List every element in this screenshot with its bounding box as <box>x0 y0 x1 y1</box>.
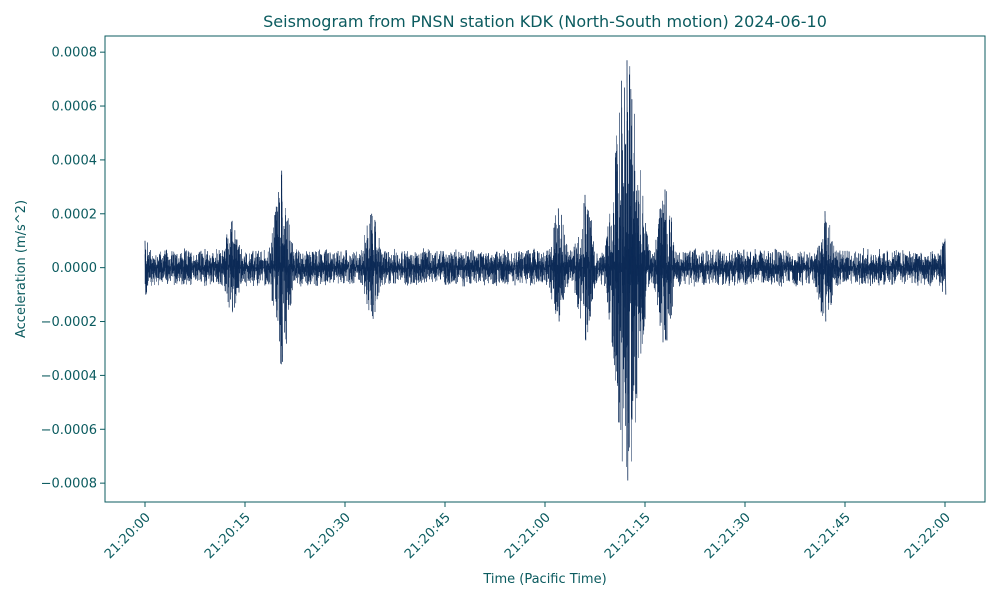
seismogram-peak <box>371 213 373 317</box>
seismogram-trace <box>144 60 947 481</box>
seismogram-peak <box>281 170 283 362</box>
y-tick-label: −0.0002 <box>41 315 97 330</box>
x-tick-label: 21:20:30 <box>302 510 354 562</box>
x-tick-label: 21:20:15 <box>202 510 254 562</box>
x-tick-label: 21:22:00 <box>902 510 954 562</box>
y-tick-label: 0.0006 <box>52 100 98 115</box>
y-tick-label: −0.0006 <box>41 423 97 438</box>
y-tick-label: 0.0008 <box>52 46 98 61</box>
seismogram-peak <box>231 221 233 311</box>
y-tick-label: −0.0004 <box>41 369 97 384</box>
y-tick-label: 0.0000 <box>52 261 98 276</box>
x-tick-label: 21:20:45 <box>402 510 454 562</box>
y-tick-label: 0.0002 <box>52 207 98 222</box>
y-axis: 0.0008 0.0006 0.0004 0.0002 0.0000 −0.0002 −0.… <box>41 46 105 492</box>
x-tick-label: 21:21:15 <box>602 510 654 562</box>
x-tick-label: 21:20:00 <box>102 510 154 562</box>
seismogram-series-line <box>144 66 946 467</box>
x-tick-label: 21:21:30 <box>702 510 754 562</box>
seismogram-peak <box>664 189 667 341</box>
x-tick-label: 21:21:45 <box>802 510 854 562</box>
seismogram-peak <box>584 194 587 341</box>
seismogram-peak <box>144 240 147 295</box>
seismogram-peak <box>824 211 827 322</box>
x-tick-label: 21:21:00 <box>502 510 554 562</box>
seismogram-peak <box>557 208 560 322</box>
x-axis: 21:20:00 21:20:15 21:20:30 21:20:45 21:21:00… <box>102 502 954 562</box>
y-tick-label: 0.0004 <box>52 153 98 168</box>
x-axis-label: Time (Pacific Time) <box>482 572 606 587</box>
y-tick-label: −0.0008 <box>41 477 97 492</box>
seismogram-peak <box>626 60 629 481</box>
seismogram-peak <box>944 240 947 295</box>
y-axis-label: Acceleration (m/s^2) <box>14 200 29 338</box>
chart-title: Seismogram from PNSN station KDK (North-… <box>263 12 827 31</box>
